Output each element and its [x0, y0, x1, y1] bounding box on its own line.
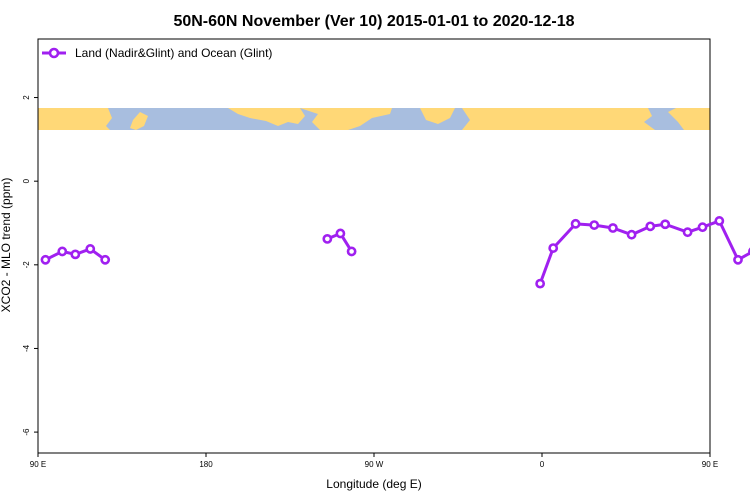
map-land-eurasia [38, 108, 112, 130]
y-tick-label: -4 [22, 344, 31, 352]
data-point [548, 243, 559, 253]
y-tick-label: 0 [22, 178, 31, 183]
map-land-kamchatka [130, 112, 148, 130]
data-point [570, 218, 581, 229]
data-point [660, 219, 671, 230]
y-tick-label: -6 [22, 428, 31, 436]
map-land-north-america [300, 108, 392, 130]
series-layer [40, 216, 750, 289]
plot-frame [37, 38, 711, 454]
data-point [682, 227, 693, 238]
x-tick-label: 0 [540, 460, 545, 469]
legend-marker [48, 47, 60, 59]
data-point [589, 220, 600, 230]
data-point [535, 278, 546, 289]
data-point [40, 254, 51, 265]
x-axis-ticks: 90 E 180 90 W 0 90 E [30, 453, 718, 469]
data-point [335, 228, 346, 239]
map-land-east-asia [668, 108, 710, 130]
map-land-europe-asia [462, 108, 655, 130]
data-point [70, 249, 81, 260]
data-point [645, 221, 656, 232]
legend: Land (Nadir&Glint) and Ocean (Glint) [42, 46, 272, 60]
x-tick-label: 90 E [702, 460, 718, 469]
map-land-greenland [420, 108, 455, 124]
series-line [538, 219, 750, 285]
x-tick-label: 90 W [365, 460, 384, 469]
world-map-strip [38, 108, 710, 130]
data-point [626, 229, 637, 240]
data-point [733, 254, 743, 265]
legend-label: Land (Nadir&Glint) and Ocean (Glint) [75, 46, 272, 60]
data-point [100, 254, 111, 265]
data-point [85, 244, 96, 254]
map-land-alaska-canada [228, 108, 305, 126]
y-axis-label: XCO2 - MLO trend (ppm) [0, 178, 13, 313]
data-point [608, 223, 618, 233]
data-point [346, 246, 357, 257]
y-axis-ticks: 2 0 -2 -4 -6 [22, 95, 38, 436]
x-tick-label: 90 E [30, 460, 46, 469]
data-point [697, 222, 708, 233]
x-tick-label: 180 [199, 460, 213, 469]
data-point [57, 246, 68, 257]
data-point [322, 233, 333, 244]
chart-title: 50N-60N November (Ver 10) 2015-01-01 to … [173, 13, 574, 30]
x-axis-label: Longitude (deg E) [326, 477, 421, 491]
data-point [714, 216, 725, 226]
y-tick-label: 2 [22, 95, 31, 100]
y-tick-label: -2 [22, 261, 31, 269]
